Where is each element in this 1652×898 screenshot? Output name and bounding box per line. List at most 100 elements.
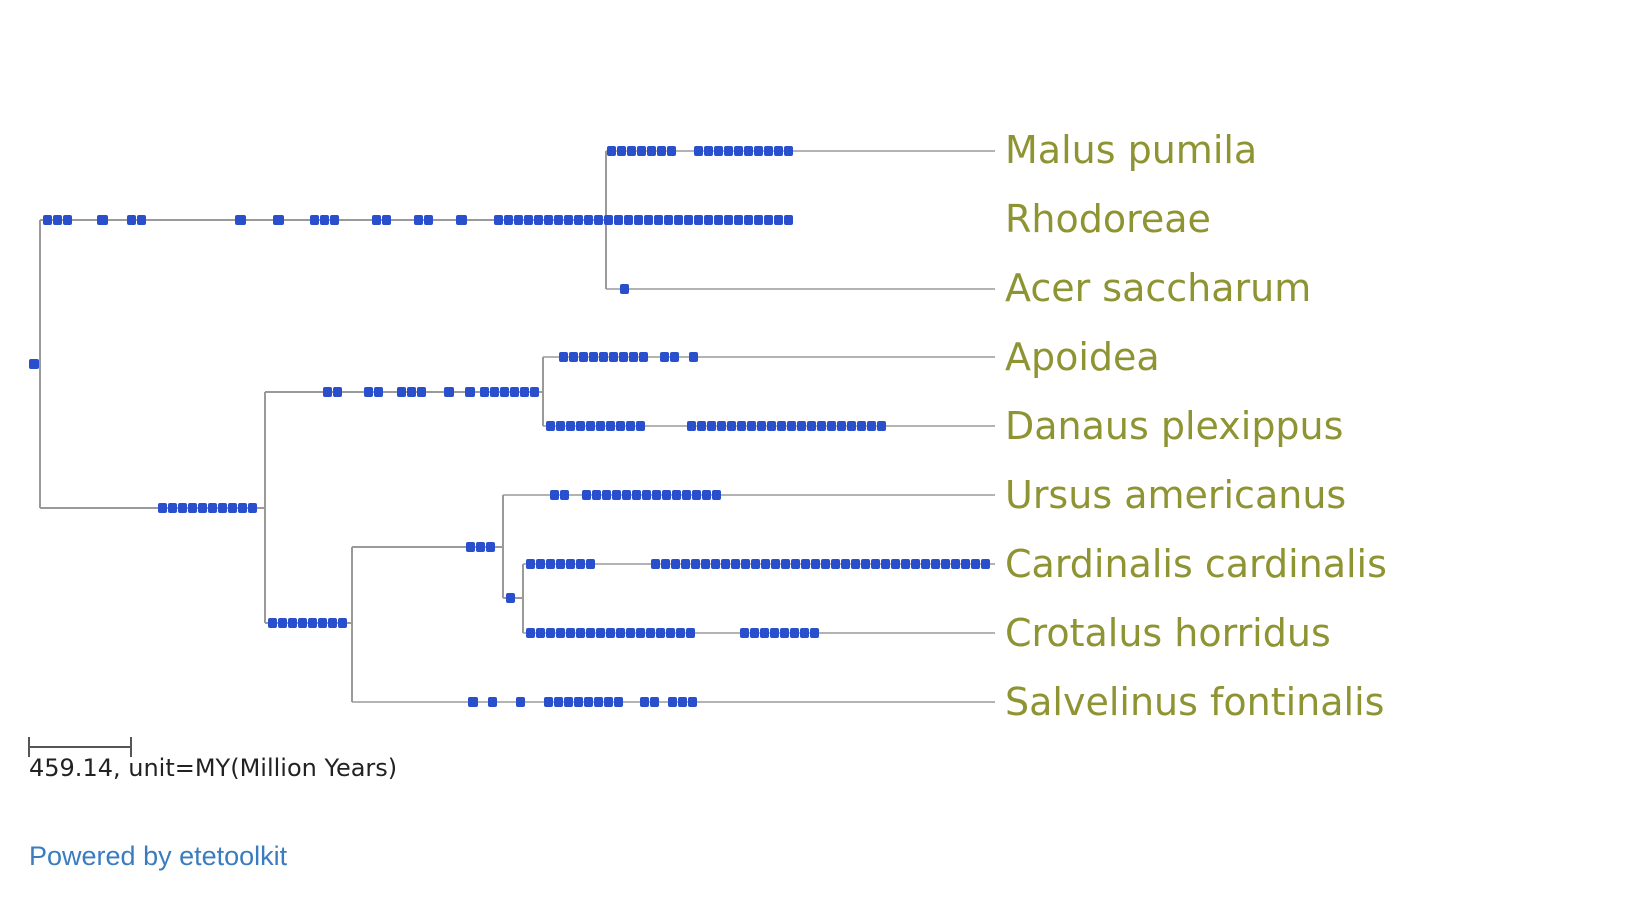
branch-marker <box>684 215 693 225</box>
branch-marker <box>727 421 736 431</box>
scale-bar <box>28 737 132 757</box>
branch-marker <box>556 628 565 638</box>
branch-marker <box>707 421 716 431</box>
branch-marker <box>586 628 595 638</box>
branch-marker <box>671 559 680 569</box>
branch-marker <box>704 146 713 156</box>
branch-marker <box>757 421 766 431</box>
branch-marker <box>53 215 62 225</box>
branch-marker <box>476 542 485 552</box>
branch-marker <box>520 387 529 397</box>
branch-marker <box>308 618 317 628</box>
branch-marker <box>278 618 287 628</box>
branch-marker <box>666 628 675 638</box>
branch-marker <box>127 215 136 225</box>
branch-marker <box>616 421 625 431</box>
branch-marker <box>566 559 575 569</box>
branch-marker <box>456 215 467 225</box>
branch-marker <box>861 559 870 569</box>
branch-marker <box>620 284 629 294</box>
branch-marker <box>607 146 616 156</box>
branch-marker <box>881 559 890 569</box>
branch-marker <box>651 559 660 569</box>
branch-marker <box>670 352 679 362</box>
branch-marker <box>235 215 246 225</box>
branch-marker <box>827 421 836 431</box>
branch-marker <box>821 559 830 569</box>
branch-marker <box>801 559 810 569</box>
branch-marker <box>831 559 840 569</box>
branch-marker <box>576 628 585 638</box>
branch-marker <box>652 490 661 500</box>
branch-marker <box>330 215 339 225</box>
branch-marker <box>564 697 573 707</box>
branch-marker <box>594 215 603 225</box>
branch-marker <box>488 697 497 707</box>
branch-marker <box>43 215 52 225</box>
branch-marker <box>770 628 779 638</box>
branch-marker <box>248 503 257 513</box>
branch-marker <box>208 503 217 513</box>
branch-markers <box>29 146 990 707</box>
branch-marker <box>604 697 613 707</box>
branch-marker <box>510 387 519 397</box>
branch-marker <box>951 559 960 569</box>
branch-marker <box>592 490 601 500</box>
branch-marker <box>737 421 746 431</box>
leaf-label-ursus: Ursus americanus <box>1005 473 1346 517</box>
branch-marker <box>544 215 553 225</box>
branch-marker <box>627 146 636 156</box>
branch-marker <box>584 697 593 707</box>
branch-marker <box>790 628 799 638</box>
scale-bar-label: 459.14, unit=MY(Million Years) <box>29 754 398 782</box>
branch-marker <box>604 215 613 225</box>
branch-marker <box>701 559 710 569</box>
branch-marker <box>691 559 700 569</box>
branch-marker <box>734 146 743 156</box>
branch-marker <box>647 146 656 156</box>
powered-by-link[interactable]: Powered by etetoolkit <box>29 841 288 871</box>
branch-marker <box>767 421 776 431</box>
branch-marker <box>238 503 247 513</box>
branch-marker <box>664 215 673 225</box>
branch-marker <box>841 559 850 569</box>
branch-marker <box>468 697 478 707</box>
branch-marker <box>554 215 563 225</box>
branch-marker <box>754 215 763 225</box>
branch-marker <box>576 421 585 431</box>
branch-marker <box>702 490 711 500</box>
branch-marker <box>721 559 730 569</box>
branch-marker <box>867 421 876 431</box>
branch-marker <box>636 421 645 431</box>
branch-marker <box>687 421 696 431</box>
branch-marker <box>546 628 555 638</box>
branch-marker <box>550 490 559 500</box>
branch-marker <box>751 559 760 569</box>
branch-marker <box>137 215 146 225</box>
branch-marker <box>704 215 713 225</box>
branch-marker <box>961 559 970 569</box>
branch-marker <box>714 215 723 225</box>
branch-marker <box>624 215 633 225</box>
branch-marker <box>797 421 806 431</box>
branch-marker <box>660 352 669 362</box>
leaf-label-rhodoreae: Rhodoreae <box>1005 197 1211 241</box>
leaf-label-acer: Acer saccharum <box>1005 266 1311 310</box>
branch-marker <box>526 559 535 569</box>
branch-marker <box>744 146 753 156</box>
branch-marker <box>333 387 342 397</box>
branch-marker <box>606 628 615 638</box>
branch-marker <box>731 559 740 569</box>
branch-marker <box>574 215 583 225</box>
branch-marker <box>777 421 786 431</box>
branch-marker <box>688 697 697 707</box>
branch-marker <box>444 387 454 397</box>
branch-marker <box>837 421 846 431</box>
branch-marker <box>629 352 638 362</box>
branch-marker <box>556 421 565 431</box>
branch-marker <box>198 503 207 513</box>
branch-marker <box>559 352 568 362</box>
branch-marker <box>486 542 495 552</box>
branch-marker <box>760 628 769 638</box>
branch-marker <box>780 628 789 638</box>
